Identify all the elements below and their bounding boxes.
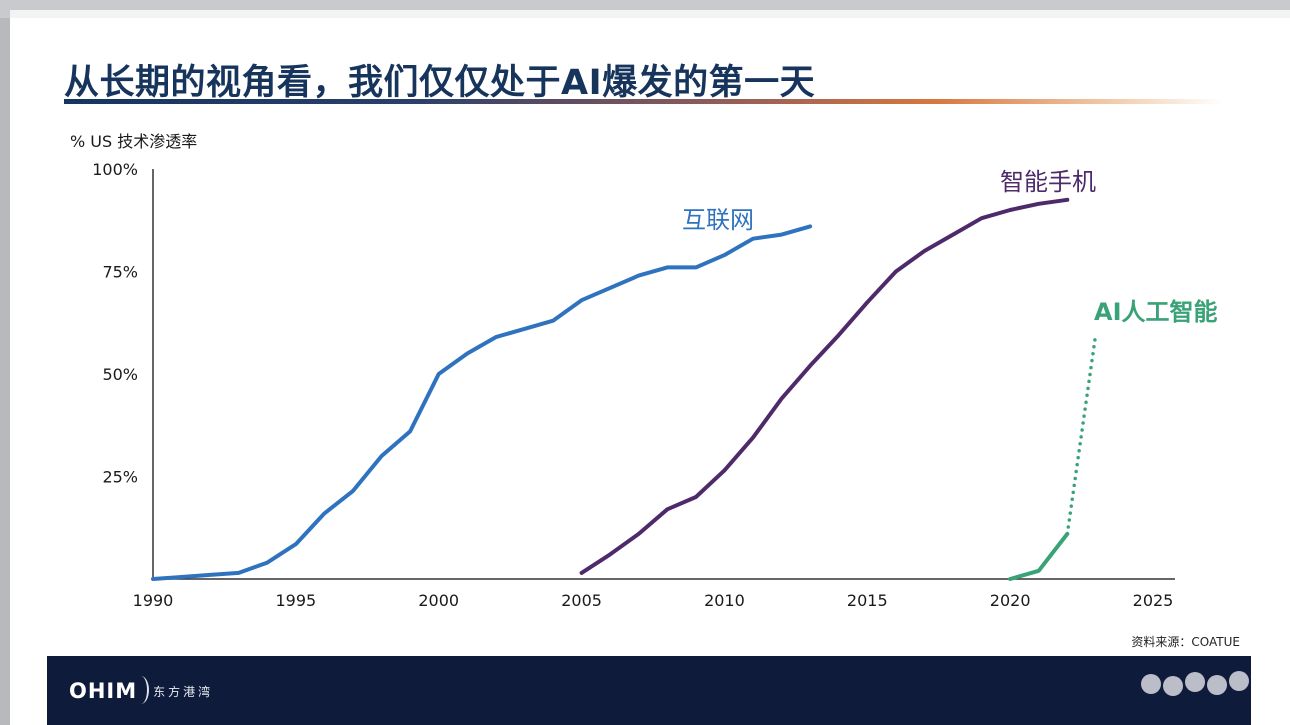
slide-title: 从长期的视角看，我们仅仅处于AI爆发的第一天 [64, 63, 816, 103]
x-tick-label: 2005 [561, 591, 602, 610]
y-tick-labels: 25% 50% 75% 100% [92, 160, 138, 487]
series-labels: 互联网 智能手机 AI人工智能 [682, 168, 1218, 326]
y-axis-label: % US 技术渗透率 [70, 132, 197, 151]
top-strip [0, 0, 1290, 18]
source-note: 资料来源：COATUE [1131, 635, 1240, 649]
logo-arc [133, 676, 150, 704]
series-line-smartphone [579, 197, 1070, 575]
deco-dot [1141, 674, 1161, 694]
company-logo: OHIM 东方港湾 [69, 676, 213, 706]
logo-chinese-name: 东方港湾 [153, 684, 214, 699]
x-tick-label: 2015 [847, 591, 888, 610]
series-lines [151, 197, 1098, 581]
footer-decoration [1141, 666, 1251, 706]
series-line-ai-projection [1065, 331, 1098, 536]
deco-dot [1229, 671, 1249, 691]
y-tick-label: 50% [102, 365, 138, 384]
series-line-internet [151, 224, 813, 581]
x-tick-label: 2010 [704, 591, 745, 610]
chart-axes [152, 169, 1175, 580]
deco-dot [1207, 675, 1227, 695]
deco-dot [1163, 676, 1183, 696]
title-underline [64, 99, 1224, 104]
top-strip-inner [10, 10, 1290, 18]
deco-dot [1185, 672, 1205, 692]
logo-text: OHIM [69, 679, 138, 703]
series-line-ai [1008, 531, 1070, 581]
series-label-internet: 互联网 [682, 206, 754, 234]
y-tick-label: 100% [92, 160, 138, 179]
x-tick-labels: 1990 1995 2000 2005 2010 2015 2020 2025 [133, 591, 1174, 610]
x-tick-label: 2000 [418, 591, 459, 610]
x-tick-label: 2025 [1133, 591, 1174, 610]
series-label-smartphone: 智能手机 [1000, 168, 1096, 196]
y-tick-label: 75% [102, 263, 138, 282]
x-tick-label: 1995 [275, 591, 316, 610]
y-tick-label: 25% [102, 468, 138, 487]
footer-bar: OHIM 东方港湾 [47, 656, 1251, 725]
slide: 从长期的视角看，我们仅仅处于AI爆发的第一天 % US 技术渗透率 25% 50%… [10, 18, 1290, 725]
penetration-chart: % US 技术渗透率 25% 50% 75% 100% 1990 1995 2000 200… [70, 132, 1218, 610]
x-tick-label: 2020 [990, 591, 1031, 610]
series-label-ai: AI人工智能 [1094, 298, 1218, 326]
x-tick-label: 1990 [133, 591, 174, 610]
